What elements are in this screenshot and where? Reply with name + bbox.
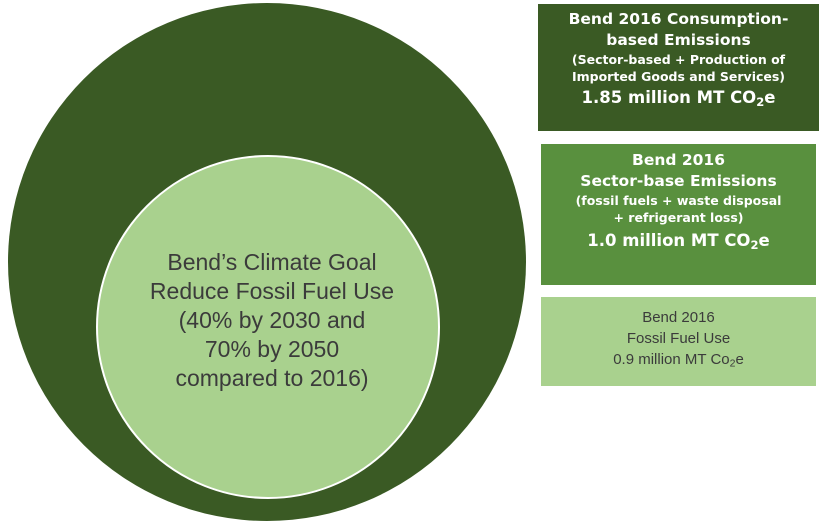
sector-detail-line-1: (fossil fuels + waste disposal bbox=[575, 193, 782, 208]
fossil-line-2: Fossil Fuel Use bbox=[626, 330, 731, 347]
fossil-fuel-goal-circle bbox=[96, 155, 440, 499]
fossil-fuel-use-box: Bend 2016 Fossil Fuel Use 0.9 million MT… bbox=[541, 297, 816, 386]
consumption-value-suffix: e bbox=[764, 88, 776, 107]
consumption-detail-line-1: (Sector-based + Production of bbox=[571, 52, 786, 67]
sector-emissions-box: Bend 2016 Sector-base Emissions (fossil … bbox=[541, 144, 816, 285]
consumption-emissions-box: Bend 2016 Consumption- based Emissions (… bbox=[538, 4, 819, 131]
sector-value: 1.0 million MT CO2e bbox=[541, 228, 816, 253]
sector-value-subscript: 2 bbox=[750, 237, 759, 252]
goal-line-4: 70% by 2050 bbox=[204, 336, 340, 362]
consumption-title-line-2: based Emissions bbox=[606, 31, 751, 49]
sector-value-text: 1.0 million MT CO bbox=[587, 231, 751, 250]
consumption-value: 1.85 million MT CO2e bbox=[538, 86, 819, 110]
sector-title-line-1: Bend 2016 bbox=[632, 151, 725, 169]
goal-line-5: compared to 2016) bbox=[175, 365, 369, 391]
sector-detail-line-2: + refrigerant loss) bbox=[613, 210, 744, 225]
goal-line-2: Reduce Fossil Fuel Use bbox=[149, 278, 395, 304]
consumption-detail-line-2: Imported Goods and Services) bbox=[571, 69, 786, 84]
fossil-value-suffix: e bbox=[735, 351, 744, 368]
consumption-value-text: 1.85 million MT CO bbox=[581, 88, 757, 107]
climate-goal-text: Bend’s Climate Goal Reduce Fossil Fuel U… bbox=[122, 248, 422, 393]
fossil-value: 0.9 million MT Co2e bbox=[541, 349, 816, 370]
sector-title-line-2: Sector-base Emissions bbox=[580, 172, 777, 190]
consumption-title-line-1: Bend 2016 Consumption- bbox=[568, 10, 789, 28]
sector-value-suffix: e bbox=[758, 231, 770, 250]
goal-line-1: Bend’s Climate Goal bbox=[167, 249, 377, 275]
goal-line-3: (40% by 2030 and bbox=[178, 307, 366, 333]
fossil-value-text: 0.9 million MT Co bbox=[613, 351, 730, 368]
fossil-value-subscript: 2 bbox=[729, 357, 736, 370]
fossil-line-1: Bend 2016 bbox=[642, 309, 715, 326]
consumption-value-subscript: 2 bbox=[756, 94, 765, 109]
